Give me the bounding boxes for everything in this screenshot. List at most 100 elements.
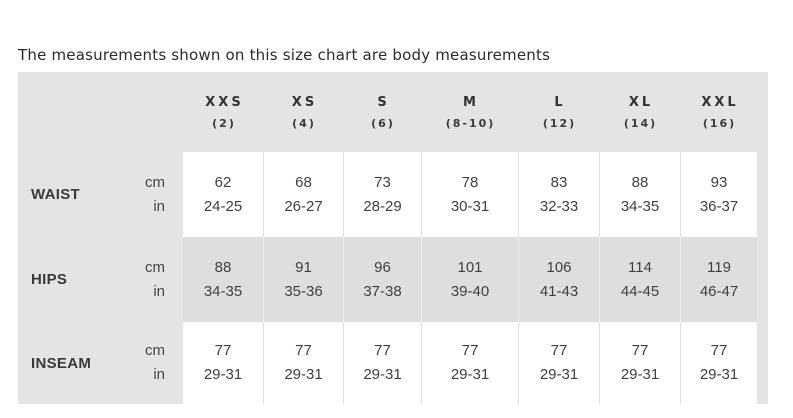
- in-value: 24-25: [203, 197, 243, 215]
- unit-labels: cm in: [145, 339, 165, 387]
- table-cell-hips-l: 106 41-43: [518, 237, 599, 322]
- cm-value: 106: [546, 258, 572, 276]
- in-value: 44-45: [620, 282, 660, 300]
- table-corner-spacer: [18, 72, 183, 152]
- numeric-size-label: (4): [292, 116, 316, 130]
- column-header-xxl: XXL (16): [680, 72, 757, 152]
- numeric-size-label: (6): [371, 116, 395, 130]
- table-cell-inseam-xxl: 77 29-31: [680, 322, 757, 404]
- in-value: 29-31: [450, 366, 490, 383]
- cm-value: 62: [214, 173, 232, 191]
- table-cell-waist-xxl: 93 36-37: [680, 152, 757, 237]
- cm-value: 96: [374, 258, 391, 276]
- page-title: The measurements shown on this size char…: [18, 46, 551, 64]
- unit-cm-label: cm: [145, 173, 165, 191]
- size-label: M: [463, 94, 479, 110]
- numeric-size-label: (2): [212, 116, 236, 130]
- unit-cm-label: cm: [145, 342, 165, 359]
- in-value: 28-29: [363, 197, 402, 215]
- size-label: XXS: [205, 94, 244, 110]
- table-cell-waist-s: 73 28-29: [343, 152, 421, 237]
- numeric-size-label: (14): [623, 116, 658, 130]
- unit-cm-label: cm: [145, 258, 165, 276]
- cm-value: 83: [550, 173, 568, 191]
- unit-labels: cm in: [145, 171, 165, 219]
- cm-value: 77: [214, 342, 232, 359]
- table-cell-inseam-l: 77 29-31: [518, 322, 599, 404]
- in-value: 29-31: [284, 366, 323, 383]
- row-label: WAIST: [31, 186, 80, 203]
- numeric-size-label: (12): [542, 116, 577, 130]
- table-cell-hips-xl: 114 44-45: [599, 237, 680, 322]
- table-cell-inseam-s: 77 29-31: [343, 322, 421, 404]
- cm-value: 91: [295, 258, 312, 276]
- column-header-xl: XL (14): [599, 72, 680, 152]
- size-label: L: [554, 94, 566, 110]
- in-value: 29-31: [620, 366, 660, 383]
- table-cell-waist-l: 83 32-33: [518, 152, 599, 237]
- cm-value: 77: [710, 342, 728, 359]
- column-header-s: S (6): [343, 72, 421, 152]
- cm-value: 77: [374, 342, 391, 359]
- table-cell-inseam-xs: 77 29-31: [263, 322, 343, 404]
- cm-value: 88: [214, 258, 232, 276]
- cm-value: 88: [631, 173, 649, 191]
- size-label: XL: [628, 94, 654, 110]
- table-cell-inseam-xl: 77 29-31: [599, 322, 680, 404]
- in-value: 46-47: [699, 282, 739, 300]
- in-value: 29-31: [699, 366, 739, 383]
- column-header-m: M (8-10): [421, 72, 518, 152]
- table-cell-hips-xxs: 88 34-35: [183, 237, 263, 322]
- cm-value: 78: [461, 173, 479, 191]
- in-value: 35-36: [284, 282, 323, 300]
- table-cell-waist-xxs: 62 24-25: [183, 152, 263, 237]
- cm-value: 119: [707, 258, 731, 276]
- in-value: 29-31: [539, 366, 579, 383]
- table-cell-waist-m: 78 30-31: [421, 152, 518, 237]
- size-chart-table: XXS (2) XS (4) S (6) M (8-10) L (12) XL …: [18, 72, 768, 404]
- in-value: 30-31: [450, 197, 490, 215]
- column-header-l: L (12): [518, 72, 599, 152]
- in-value: 34-35: [620, 197, 660, 215]
- cm-value: 77: [295, 342, 312, 359]
- row-header-waist: WAIST cm in: [18, 152, 183, 237]
- size-label: S: [377, 94, 390, 110]
- table-cell-waist-xl: 88 34-35: [599, 152, 680, 237]
- cm-value: 77: [550, 342, 568, 359]
- table-cell-hips-xs: 91 35-36: [263, 237, 343, 322]
- row-label: HIPS: [31, 271, 68, 288]
- cm-value: 101: [457, 258, 483, 276]
- cm-value: 77: [461, 342, 479, 359]
- in-value: 29-31: [203, 366, 243, 383]
- table-cell-inseam-xxs: 77 29-31: [183, 322, 263, 404]
- cm-value: 93: [710, 173, 728, 191]
- in-value: 29-31: [363, 366, 402, 383]
- in-value: 34-35: [203, 282, 243, 300]
- in-value: 37-38: [363, 282, 402, 300]
- cm-value: 68: [295, 173, 312, 191]
- size-label: XXL: [701, 94, 739, 110]
- in-value: 36-37: [699, 197, 739, 215]
- in-value: 39-40: [450, 282, 490, 300]
- column-header-xxs: XXS (2): [183, 72, 263, 152]
- table-cell-hips-s: 96 37-38: [343, 237, 421, 322]
- cm-value: 114: [628, 258, 652, 276]
- size-label: XS: [291, 94, 318, 110]
- unit-in-label: in: [153, 366, 165, 383]
- row-header-inseam: INSEAM cm in: [18, 322, 183, 404]
- unit-labels: cm in: [145, 256, 165, 304]
- numeric-size-label: (16): [702, 116, 737, 130]
- table-cell-inseam-m: 77 29-31: [421, 322, 518, 404]
- unit-in-label: in: [153, 197, 165, 215]
- cm-value: 77: [631, 342, 649, 359]
- row-label: INSEAM: [31, 354, 92, 372]
- table-cell-hips-m: 101 39-40: [421, 237, 518, 322]
- table-cell-hips-xxl: 119 46-47: [680, 237, 757, 322]
- in-value: 41-43: [539, 282, 579, 300]
- in-value: 26-27: [284, 197, 323, 215]
- row-header-hips: HIPS cm in: [18, 237, 183, 322]
- table-cell-waist-xs: 68 26-27: [263, 152, 343, 237]
- column-header-xs: XS (4): [263, 72, 343, 152]
- numeric-size-label: (8-10): [445, 116, 496, 130]
- unit-in-label: in: [153, 282, 165, 300]
